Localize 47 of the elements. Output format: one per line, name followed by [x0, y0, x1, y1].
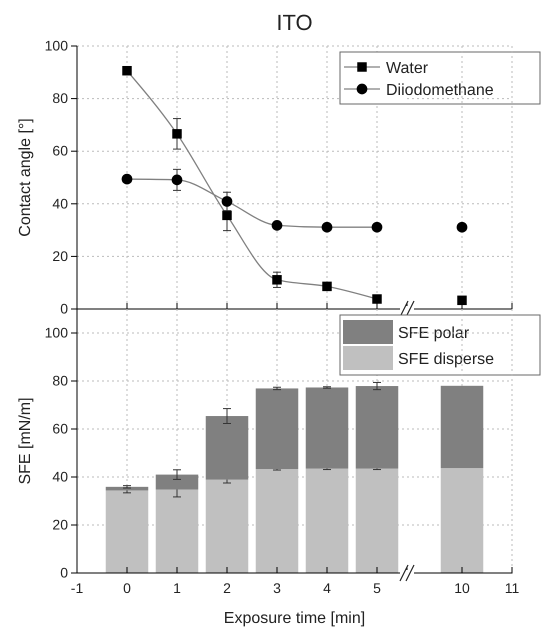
bar	[306, 387, 348, 469]
bar	[156, 474, 198, 490]
point	[372, 222, 382, 233]
y-tick-label: 80	[52, 90, 68, 106]
y-tick-label: 80	[52, 372, 68, 388]
legend-label: SFE polar	[398, 325, 470, 342]
y-tick-label: 60	[52, 142, 68, 159]
bar	[106, 486, 148, 490]
point	[172, 129, 182, 139]
y-tick-label: 40	[52, 468, 68, 484]
point	[272, 275, 282, 285]
y-tick-label: 100	[44, 37, 68, 54]
x-tick-label: 11	[504, 580, 520, 596]
legend-label: Diiodomethane	[386, 82, 494, 99]
point	[172, 174, 182, 186]
x-tick-label: 0	[123, 580, 132, 596]
legend-label: SFE disperse	[398, 351, 494, 368]
y-axis-title: Contact angle [°]	[17, 118, 34, 237]
x-tick-label: 10	[454, 580, 470, 596]
point	[272, 220, 282, 231]
y-tick-label: 100	[44, 324, 68, 340]
point	[322, 222, 332, 233]
x-tick-label: 4	[323, 580, 332, 596]
y-tick-label: 0	[60, 300, 68, 316]
chart-title: ITO	[276, 10, 313, 35]
x-tick-label: 1	[173, 580, 182, 596]
point	[222, 210, 232, 220]
y-axis-title: SFE [mN/m]	[17, 397, 34, 485]
point	[372, 294, 382, 304]
x-tick-label: 5	[373, 580, 382, 596]
x-tick-label: 3	[273, 580, 282, 596]
y-tick-label: 20	[52, 516, 68, 532]
y-tick-label: 40	[52, 195, 68, 212]
x-tick-label: -1	[70, 580, 84, 596]
point	[122, 174, 132, 184]
bar	[256, 388, 298, 470]
legend-label: Water	[386, 60, 429, 77]
y-tick-label: 0	[60, 564, 68, 580]
bar	[356, 386, 398, 469]
y-tick-label: 20	[52, 248, 68, 264]
point	[122, 66, 132, 76]
bar	[206, 416, 248, 480]
x-axis-title: Exposure time [min]	[224, 610, 366, 627]
y-tick-label: 60	[52, 420, 68, 436]
point	[322, 282, 332, 292]
point	[222, 196, 232, 207]
x-tick-label: 2	[223, 580, 232, 596]
